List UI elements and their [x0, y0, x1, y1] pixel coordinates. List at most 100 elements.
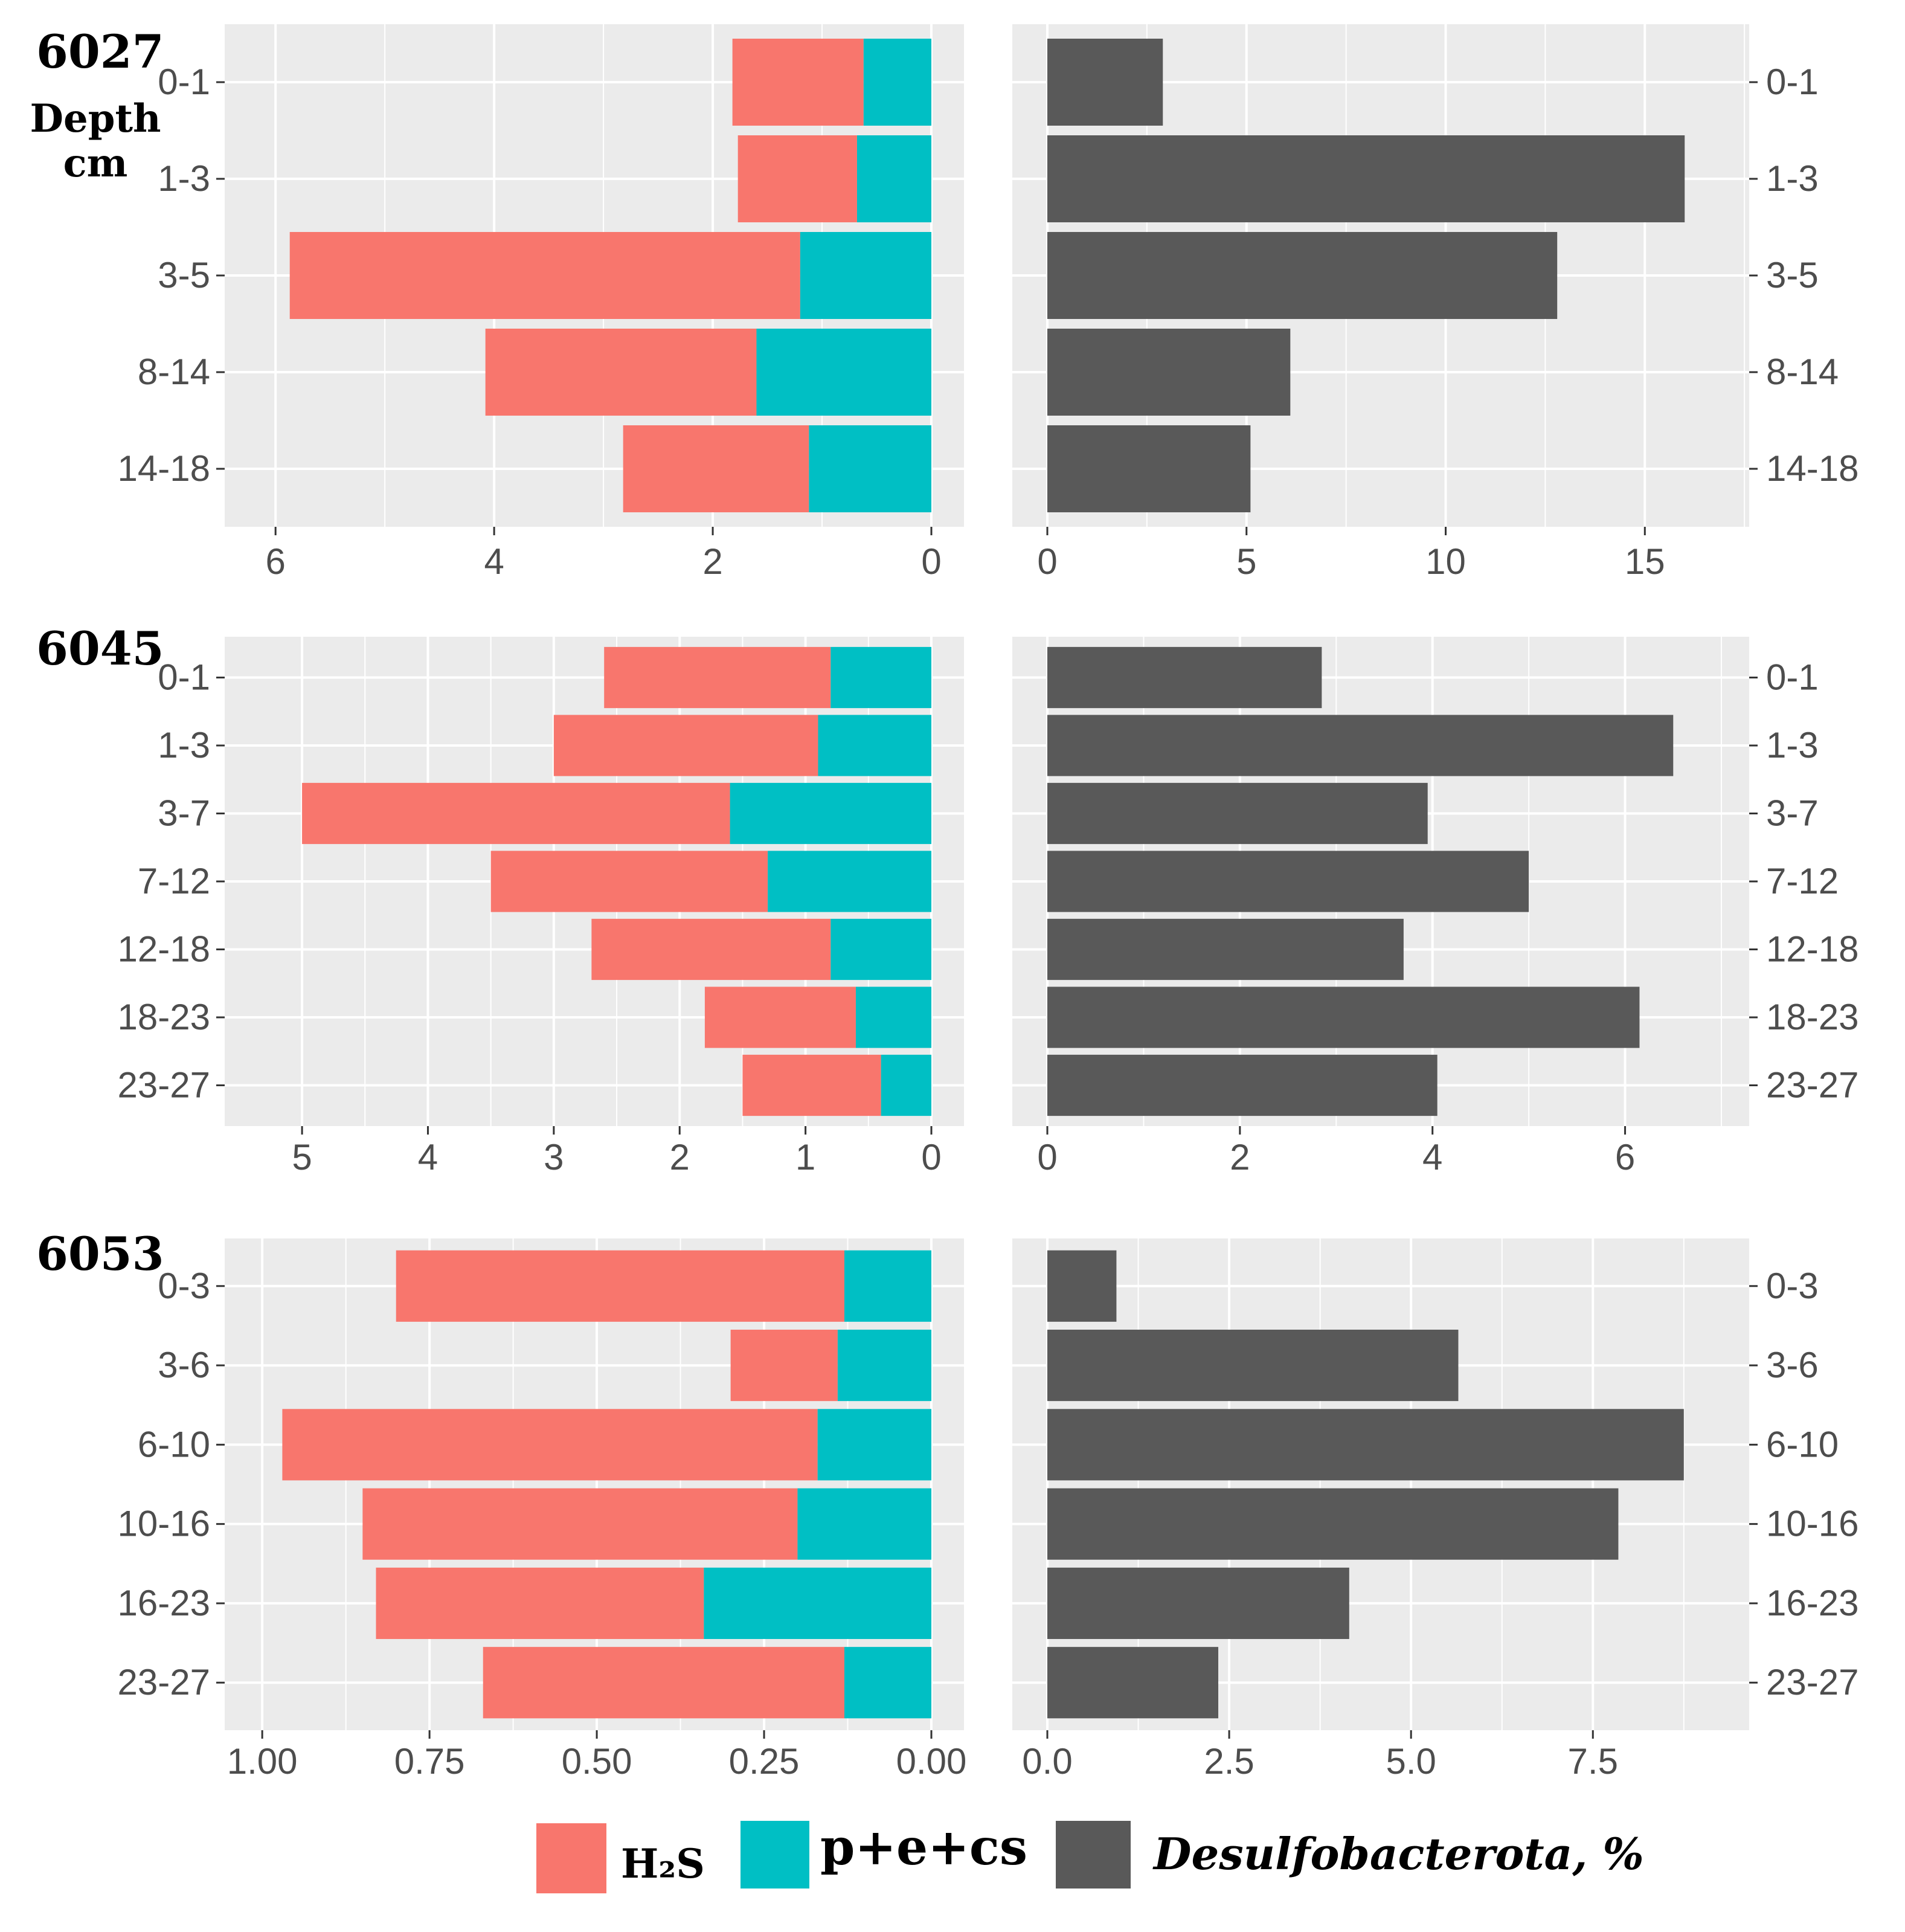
bar-pecs [809, 425, 931, 512]
left-y-tick-label: 1-3 [158, 158, 210, 199]
left-x-tick-label: 6 [266, 541, 286, 582]
right-x-tick-label: 4 [1422, 1137, 1442, 1177]
bar-pecs [817, 1409, 931, 1481]
legend-label-desulfobacterota: Desulfobacterota, % [1152, 1828, 1644, 1879]
legend-label-pecs: p+e+cs [820, 1818, 1027, 1876]
left-y-tick-label: 0-3 [158, 1266, 210, 1306]
left-y-tick-label: 10-16 [118, 1504, 210, 1544]
bar-h2s [490, 851, 768, 912]
bar-desulfobacterota [1047, 425, 1251, 512]
bar-h2s [730, 1329, 838, 1402]
right-y-tick-label: 23-27 [1766, 1065, 1858, 1106]
right-y-tick-label: 8-14 [1766, 352, 1839, 392]
right-x-tick-label: 10 [1425, 541, 1466, 582]
left-y-tick-label: 12-18 [118, 929, 210, 970]
station-6053: 1.00 0.75 0.50 0.25 0.00 0-3 3-6 6-10 10-16 16-23… [118, 1238, 1858, 1782]
right-y-tick-label: 7-12 [1766, 861, 1839, 901]
left-x-tick-label: 1.00 [227, 1741, 298, 1782]
right-x-tick-label: 2 [1230, 1137, 1250, 1177]
right-y-tick-label: 1-3 [1766, 158, 1819, 199]
legend: H₂S p+e+cs Desulfobacterota, % [536, 1818, 1644, 1893]
bar-pecs [704, 1567, 931, 1640]
bar-desulfobacterota [1047, 232, 1558, 319]
station-6045: 5 4 3 2 1 0 0-1 1-3 3-7 7-12 12-18 18-23 23-27 0 2 4 6 0-… [118, 637, 1858, 1177]
bar-h2s [289, 232, 800, 319]
right-y-tick-label: 3-5 [1766, 255, 1819, 295]
left-x-tick-label: 0.00 [896, 1741, 967, 1782]
left-y-tick-label: 16-23 [118, 1583, 210, 1623]
left-x-tick-label: 0.50 [562, 1741, 632, 1782]
bar-desulfobacterota [1047, 1488, 1619, 1560]
bar-desulfobacterota [1047, 782, 1428, 845]
left-y-tick-label: 7-12 [138, 861, 210, 901]
bar-h2s [737, 135, 857, 222]
depth-axis-label: Depth cm [30, 96, 161, 186]
bar-desulfobacterota [1047, 39, 1163, 126]
bar-pecs [844, 1250, 931, 1322]
bar-desulfobacterota [1047, 329, 1291, 416]
bar-pecs [856, 135, 931, 222]
left-y-tick-label: 0-1 [158, 62, 210, 102]
legend-key-h2s [536, 1823, 606, 1893]
left-y-tick-label: 3-6 [158, 1345, 210, 1385]
right-x-tick-label: 0 [1037, 1137, 1057, 1177]
left-x-tick-label: 4 [484, 541, 504, 582]
right-x-tick-label: 6 [1615, 1137, 1635, 1177]
bar-pecs [863, 39, 931, 126]
right-y-tick-label: 6-10 [1766, 1424, 1839, 1464]
right-y-tick-label: 3-7 [1766, 793, 1819, 834]
right-x-tick-label: 0.0 [1022, 1741, 1072, 1782]
right-y-tick-label: 1-3 [1766, 725, 1819, 765]
left-x-tick-label: 0 [921, 1137, 941, 1177]
bar-h2s [742, 1054, 881, 1116]
left-y-tick-label: 1-3 [158, 725, 210, 765]
bar-desulfobacterota [1047, 1250, 1117, 1322]
left-y-tick-label: 18-23 [118, 997, 210, 1037]
bar-desulfobacterota [1047, 918, 1404, 980]
bar-desulfobacterota [1047, 1054, 1438, 1116]
left-y-tick-label: 6-10 [138, 1424, 210, 1464]
bar-pecs [768, 851, 931, 912]
left-y-tick-label: 3-7 [158, 793, 210, 834]
bar-h2s [396, 1250, 844, 1322]
station-label-6045: 6045 [36, 622, 164, 675]
bar-pecs [881, 1054, 931, 1116]
bar-pecs [818, 715, 931, 776]
bar-desulfobacterota [1047, 987, 1640, 1048]
left-x-tick-label: 2 [670, 1137, 690, 1177]
bar-h2s [302, 782, 730, 845]
bar-pecs [800, 232, 931, 319]
left-y-tick-label: 0-1 [158, 657, 210, 698]
left-y-tick-label: 23-27 [118, 1662, 210, 1702]
right-y-tick-label: 14-18 [1766, 448, 1858, 489]
right-x-tick-label: 5.0 [1386, 1741, 1436, 1782]
right-x-tick-label: 0 [1037, 541, 1057, 582]
right-x-tick-label: 5 [1236, 541, 1256, 582]
left-x-tick-label: 3 [544, 1137, 564, 1177]
bar-desulfobacterota [1047, 851, 1529, 912]
left-y-tick-label: 8-14 [138, 352, 210, 392]
right-y-tick-label: 0-3 [1766, 1266, 1819, 1306]
left-x-tick-label: 0.25 [729, 1741, 800, 1782]
legend-label-h2s: H₂S [621, 1840, 705, 1887]
bar-desulfobacterota [1047, 1409, 1684, 1481]
bar-pecs [756, 329, 931, 416]
depth-label-line1: Depth [30, 96, 161, 141]
bar-desulfobacterota [1047, 1329, 1459, 1402]
bar-desulfobacterota [1047, 135, 1685, 222]
right-y-tick-label: 16-23 [1766, 1583, 1858, 1623]
right-x-tick-label: 2.5 [1204, 1741, 1254, 1782]
bar-h2s [604, 646, 831, 709]
left-y-tick-label: 3-5 [158, 255, 210, 295]
bar-h2s [704, 987, 856, 1048]
left-y-tick-label: 23-27 [118, 1065, 210, 1106]
left-x-tick-label: 0.75 [394, 1741, 465, 1782]
right-y-tick-label: 12-18 [1766, 929, 1858, 970]
left-x-tick-label: 4 [418, 1137, 438, 1177]
bar-pecs [730, 782, 931, 845]
bar-h2s [282, 1409, 818, 1481]
bar-h2s [483, 1647, 844, 1719]
left-x-tick-label: 1 [795, 1137, 815, 1177]
